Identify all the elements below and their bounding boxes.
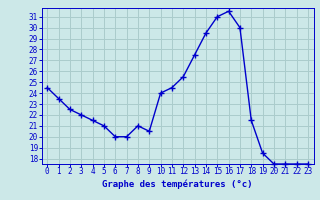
X-axis label: Graphe des températures (°c): Graphe des températures (°c) xyxy=(102,179,253,189)
